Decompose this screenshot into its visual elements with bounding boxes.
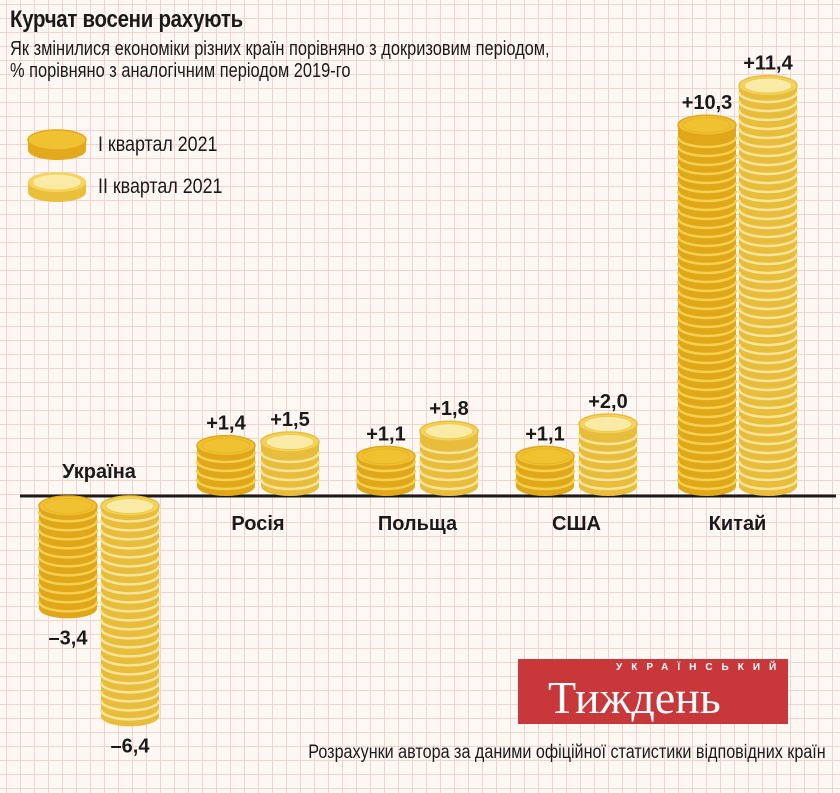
bar-Китай-q1 xyxy=(676,114,738,496)
data-label: +10,3 xyxy=(682,92,733,114)
bar-Україна-q1 xyxy=(37,495,99,619)
category-label: Росія xyxy=(231,513,284,535)
legend-item-q1: I квартал 2021 xyxy=(26,128,239,162)
data-label: +1,5 xyxy=(270,409,309,431)
bar-Росія-q2 xyxy=(259,431,321,496)
data-label: –6,4 xyxy=(111,735,151,757)
logo-wordmark: Тиждень xyxy=(548,672,721,723)
category-label: США xyxy=(552,513,601,535)
category-label: Китай xyxy=(709,513,767,535)
data-label: –3,4 xyxy=(49,627,89,649)
data-label: +2,0 xyxy=(588,391,627,413)
bar-США-q2 xyxy=(577,413,639,496)
data-label: +1,8 xyxy=(429,398,468,420)
publisher-logo: УКРАЇНСЬКИЙ Тиждень xyxy=(518,659,788,724)
data-label: +11,4 xyxy=(743,53,793,75)
bar-США-q1 xyxy=(514,445,576,496)
data-label: +1,1 xyxy=(525,423,564,445)
category-label: Польща xyxy=(378,513,458,535)
coin-q2-icon xyxy=(28,172,86,202)
data-label: +1,1 xyxy=(366,423,405,445)
chart-subtitle-line-1: Як змінилися економіки різних країн порі… xyxy=(10,38,550,60)
bar-Польща-q1 xyxy=(355,445,417,496)
bar-Китай-q2 xyxy=(737,74,799,496)
legend-label-q1: I квартал 2021 xyxy=(98,133,218,156)
coin-q1-icon xyxy=(27,129,87,160)
bar-Польща-q2 xyxy=(418,420,480,496)
logo-small-text: УКРАЇНСЬКИЙ xyxy=(616,662,786,673)
chart-subtitle-line-2: % порівняно з аналогічним періодом 2019-… xyxy=(10,60,351,82)
data-label: +1,4 xyxy=(206,413,246,435)
chart-title: Курчат восени рахують xyxy=(10,6,243,33)
legend-label-q2: II квартал 2021 xyxy=(98,175,223,198)
source-note: Розрахунки автора за даними офіційної ст… xyxy=(308,742,826,763)
bar-Україна-q2 xyxy=(99,495,161,727)
bar-Росія-q1 xyxy=(195,434,257,496)
category-label: Україна xyxy=(62,461,137,483)
legend-item-q2: II квартал 2021 xyxy=(26,170,244,204)
